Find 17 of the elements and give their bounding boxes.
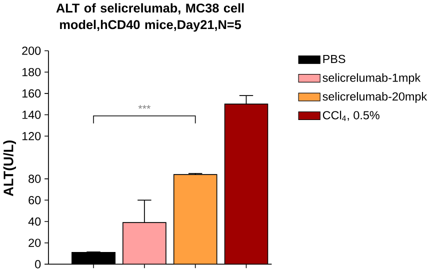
y-tick-label: 40 xyxy=(28,217,41,226)
y-tick-label: 200 xyxy=(22,46,41,55)
annotation: *** xyxy=(138,105,151,109)
y-tick-label: 160 xyxy=(22,89,41,98)
y-tick-label: 80 xyxy=(28,174,41,184)
legend-label: CCl$_{4}$, 0.5% xyxy=(322,110,380,122)
y-tick-label: 120 xyxy=(22,132,41,140)
y-tick-label: 0 xyxy=(35,260,41,268)
legend-label: selicrelumab-1mpk xyxy=(322,73,421,84)
y-tick-label: 20 xyxy=(28,238,41,248)
legend-label: PBS xyxy=(323,54,346,64)
y-tick-label: 140 xyxy=(22,110,41,120)
y-tick-label: 60 xyxy=(28,196,41,204)
chart-title: ALT of selicrelumab, MC38 cell model,hCD40 mice,Day21,N=5 xyxy=(56,3,244,32)
legend-label: selicrelumab-20mpk xyxy=(322,92,428,104)
y-tick-label: 180 xyxy=(22,68,41,76)
y-axis-title: ALT(U/L) xyxy=(3,140,16,196)
